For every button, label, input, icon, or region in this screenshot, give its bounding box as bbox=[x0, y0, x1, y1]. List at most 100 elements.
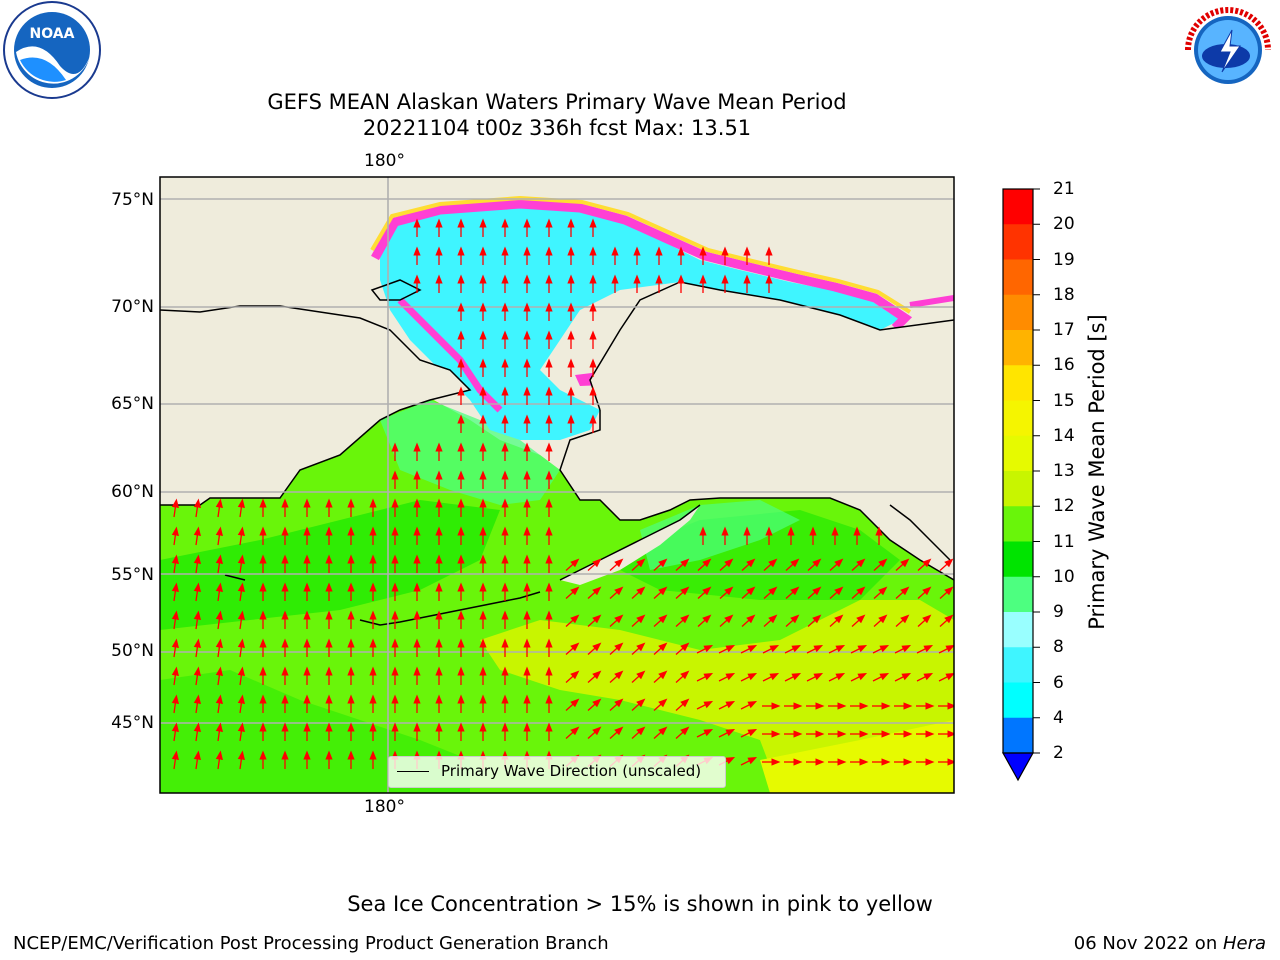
wave-arrow bbox=[215, 722, 223, 742]
colorbar-cell bbox=[1003, 189, 1033, 225]
wave-arrow bbox=[193, 498, 201, 518]
colorbar-tick-label: 16 bbox=[1053, 355, 1075, 376]
lat-label-50: 50°N bbox=[111, 641, 154, 661]
wave-arrow bbox=[171, 666, 179, 686]
wave-arrow bbox=[806, 672, 824, 682]
colorbar-tick-label: 4 bbox=[1053, 707, 1064, 728]
wave-arrow bbox=[675, 698, 690, 711]
wave-arrow bbox=[193, 694, 201, 714]
colorbar-cell bbox=[1003, 541, 1033, 578]
lat-label-45: 45°N bbox=[111, 713, 154, 733]
wave-arrow bbox=[675, 642, 690, 655]
wave-arrow bbox=[718, 672, 736, 682]
wave-arrow bbox=[565, 698, 580, 711]
wave-arrow bbox=[609, 698, 624, 711]
lat-label-70: 70°N bbox=[111, 297, 154, 317]
colorbar-tick-label: 6 bbox=[1053, 672, 1064, 693]
wave-arrow bbox=[565, 642, 580, 655]
wave-arrow bbox=[171, 638, 179, 658]
lon-label-bottom: 180° bbox=[364, 797, 405, 817]
wave-arrow bbox=[609, 586, 624, 599]
wave-arrow bbox=[784, 672, 802, 682]
wave-arrow bbox=[718, 644, 736, 654]
colorbar-cell bbox=[1003, 576, 1033, 613]
wave-arrow bbox=[237, 582, 245, 602]
wave-arrow bbox=[609, 670, 624, 683]
wave-arrow bbox=[609, 558, 624, 571]
wave-arrow bbox=[237, 554, 245, 574]
wave-arrow bbox=[193, 582, 201, 602]
wave-arrow bbox=[740, 756, 758, 766]
wave-arrow bbox=[171, 554, 179, 574]
wave-arrow bbox=[741, 586, 756, 599]
wave-arrow bbox=[873, 558, 888, 571]
wave-arrow bbox=[696, 700, 714, 710]
colorbar-tick-label: 19 bbox=[1053, 249, 1075, 270]
wave-arrow bbox=[215, 638, 223, 658]
colorbar-cell bbox=[1003, 717, 1033, 754]
chart-subtitle: 20221104 t00z 336h fcst Max: 13.51 bbox=[362, 116, 752, 140]
wave-arrow bbox=[785, 558, 800, 571]
wave-arrow bbox=[193, 554, 201, 574]
wave-arrow bbox=[237, 526, 245, 546]
wave-arrow bbox=[916, 672, 934, 682]
colorbar-tick-label: 11 bbox=[1053, 531, 1075, 552]
wave-arrow bbox=[806, 644, 824, 654]
wave-arrow bbox=[829, 614, 844, 627]
wave-arrow bbox=[697, 558, 712, 571]
colorbar-tick-label: 2 bbox=[1053, 743, 1064, 763]
wave-arrow bbox=[675, 586, 690, 599]
wave-arrow bbox=[828, 672, 846, 682]
colorbar-title: Primary Wave Mean Period [s] bbox=[1085, 314, 1109, 630]
footer-date-text: 06 Nov 2022 on bbox=[1073, 933, 1223, 954]
lon-label-top: 180° bbox=[364, 151, 405, 171]
wave-arrow bbox=[917, 558, 932, 571]
wave-arrow bbox=[631, 586, 646, 599]
wave-arrow bbox=[675, 726, 690, 739]
colorbar-tick-label: 18 bbox=[1053, 284, 1075, 305]
wave-arrow bbox=[807, 558, 822, 571]
noaa-logo: NOAA bbox=[3, 1, 101, 99]
wave-arrow bbox=[237, 638, 245, 658]
wave-arrow bbox=[850, 672, 868, 682]
wave-arrow bbox=[171, 498, 179, 518]
wave-arrow bbox=[609, 642, 624, 655]
wave-arrow bbox=[872, 672, 890, 682]
lat-label-75: 75°N bbox=[111, 190, 154, 210]
wave-arrow bbox=[237, 750, 245, 770]
map-legend: Primary Wave Direction (unscaled) bbox=[388, 756, 726, 788]
wave-arrow bbox=[696, 672, 714, 682]
footer-host: Hera bbox=[1222, 933, 1266, 954]
legend-label: Primary Wave Direction (unscaled) bbox=[441, 762, 702, 780]
wave-arrow bbox=[917, 614, 932, 627]
wave-arrow bbox=[653, 726, 668, 739]
colorbar-cell bbox=[1003, 612, 1033, 648]
colorbar-cell bbox=[1003, 471, 1033, 507]
noaa-logo-text: NOAA bbox=[30, 26, 75, 42]
wave-arrow bbox=[587, 642, 602, 655]
nws-logo bbox=[1181, 3, 1275, 97]
wave-arrow bbox=[938, 672, 954, 682]
wave-arrow bbox=[237, 498, 245, 518]
wave-arrow bbox=[807, 586, 822, 599]
wave-arrow bbox=[631, 642, 646, 655]
wave-arrow bbox=[171, 750, 179, 770]
colorbar-cell bbox=[1003, 506, 1033, 542]
wave-arrow bbox=[215, 554, 223, 574]
wave-arrow bbox=[237, 610, 245, 630]
wave-arrow bbox=[171, 694, 179, 714]
wave-arrow bbox=[565, 586, 580, 599]
wave-arrow bbox=[193, 526, 201, 546]
wave-arrow bbox=[740, 644, 758, 654]
wave-arrow bbox=[587, 726, 602, 739]
colorbar-cell bbox=[1003, 259, 1033, 296]
wave-arrow bbox=[675, 614, 690, 627]
colorbar-tick-label: 20 bbox=[1053, 214, 1075, 235]
colorbar-cell bbox=[1003, 435, 1033, 472]
wave-arrow bbox=[895, 586, 910, 599]
wave-arrow bbox=[762, 672, 780, 682]
wave-arrow bbox=[215, 582, 223, 602]
wave-arrow bbox=[785, 586, 800, 599]
wave-arrow bbox=[215, 610, 223, 630]
footer-date: 06 Nov 2022 on Hera bbox=[1074, 933, 1266, 954]
